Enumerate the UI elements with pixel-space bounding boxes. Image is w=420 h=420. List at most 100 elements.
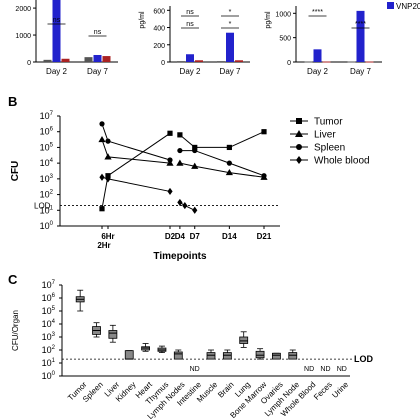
c-y-tick-label-base: 10 xyxy=(42,319,52,329)
c-nd-label: ND xyxy=(304,366,314,373)
a-category-label: Day 7 xyxy=(87,67,108,76)
b-data-point xyxy=(99,173,105,181)
b-x-axis-label: Timepoints xyxy=(153,251,207,262)
c-lod-label: LOD xyxy=(354,354,373,364)
b-data-point xyxy=(105,138,111,144)
a-bar xyxy=(177,61,185,63)
b-y-tick-label-exponent: 5 xyxy=(50,142,54,148)
a-category-label: Day 7 xyxy=(220,67,241,76)
c-y-tick-label: 105 xyxy=(42,306,56,316)
c-box xyxy=(124,350,134,360)
a-y-tick-label: 1000 xyxy=(15,33,31,40)
c-nd-label: ND xyxy=(337,366,347,373)
b-data-point xyxy=(182,201,188,210)
b-legend-label: Whole blood xyxy=(314,156,370,167)
c-y-tick-label: 103 xyxy=(42,332,56,342)
b-x-tick-label: D7 xyxy=(190,232,201,241)
c-box xyxy=(173,351,183,360)
b-series-line xyxy=(179,150,265,177)
b-y-tick-label-exponent: 2 xyxy=(50,190,54,196)
b-y-tick-label: 103 xyxy=(40,174,54,184)
b-data-point xyxy=(226,160,232,166)
a-annotation: ns xyxy=(186,21,194,28)
a-bar xyxy=(347,61,356,63)
a-y-axis-label: pg/ml xyxy=(265,11,272,29)
a-bar xyxy=(43,59,52,62)
b-data-point xyxy=(261,173,267,179)
c-y-tick-label-base: 10 xyxy=(42,293,52,303)
a-y-tick-label: 0 xyxy=(287,60,291,67)
a-y-tick-label: 500 xyxy=(279,36,291,43)
c-y-tick-label-exponent: 7 xyxy=(52,280,56,286)
a-y-tick-label: 0 xyxy=(161,60,165,67)
b-y-tick-label: 106 xyxy=(40,127,54,137)
a-bar xyxy=(102,56,111,62)
b-y-tick-label: 102 xyxy=(40,190,54,200)
c-y-tick-label-exponent: 0 xyxy=(52,371,56,377)
a-bar xyxy=(356,10,365,63)
b-y-tick-label-exponent: 3 xyxy=(50,174,54,180)
b-y-tick-label-base: 10 xyxy=(40,158,50,168)
b-data-point xyxy=(99,206,105,212)
b-legend-marker xyxy=(296,144,302,150)
b-y-tick-label-base: 10 xyxy=(40,111,50,121)
b-y-tick-label-exponent: 6 xyxy=(50,127,54,133)
a-annotation: ns xyxy=(94,29,102,36)
a-bar xyxy=(93,54,102,62)
c-box xyxy=(272,352,281,360)
c-y-tick-label-exponent: 2 xyxy=(52,345,56,351)
a-bar xyxy=(235,60,243,62)
a-category-label: Day 2 xyxy=(180,67,201,76)
c-y-tick-label-exponent: 3 xyxy=(52,332,56,338)
b-x-tick-label: 6Hr xyxy=(101,232,114,241)
a-annotation: **** xyxy=(312,9,323,16)
c-y-axis-label: CFU/Organ xyxy=(11,310,20,351)
b-series-line xyxy=(179,162,265,178)
c-box xyxy=(288,352,298,360)
a-bar xyxy=(52,0,61,62)
b-x-tick-label: D21 xyxy=(257,232,272,241)
b-y-tick-label-base: 10 xyxy=(40,190,50,200)
b-x-tick-label: D2 xyxy=(165,232,176,241)
c-y-tick-label-base: 10 xyxy=(42,358,52,368)
b-y-tick-label-exponent: 1 xyxy=(50,205,54,211)
b-y-tick-label-exponent: 7 xyxy=(50,111,54,117)
panel-a-middle-chart: 0 200 400 600 pg/ml Day 2 Day 7 ns ns * * xyxy=(139,6,250,76)
panel-b-label: B xyxy=(8,94,17,109)
c-box xyxy=(108,330,118,339)
b-data-point xyxy=(167,157,173,163)
c-box xyxy=(255,350,265,359)
a-annotation: **** xyxy=(355,21,366,28)
a-y-tick-label: 0 xyxy=(27,60,31,67)
c-y-tick-label: 100 xyxy=(42,371,56,381)
a-y-tick-label: 1000 xyxy=(275,11,291,18)
b-y-tick-label: 100 xyxy=(40,221,54,231)
a-category-label: Day 2 xyxy=(46,67,67,76)
b-data-point xyxy=(192,144,198,151)
b-x-tick-label: 2Hr xyxy=(97,241,110,250)
a-category-label: Day 7 xyxy=(350,67,371,76)
a-bar xyxy=(217,61,225,63)
b-data-point xyxy=(166,159,174,166)
b-data-point xyxy=(177,147,183,154)
b-legend-marker xyxy=(295,130,303,137)
a-annotation: ns xyxy=(53,17,61,24)
c-y-tick-label: 101 xyxy=(42,358,56,368)
b-data-point xyxy=(191,162,199,169)
b-data-point xyxy=(98,135,106,143)
b-y-tick-label-base: 10 xyxy=(40,142,50,152)
b-data-point xyxy=(104,153,112,160)
b-legend-label: Liver xyxy=(314,130,336,141)
b-data-point xyxy=(167,187,173,196)
a-y-tick-label: 600 xyxy=(153,8,165,15)
c-y-tick-label-exponent: 6 xyxy=(52,293,56,299)
a-bar xyxy=(186,54,194,62)
b-data-point xyxy=(99,121,105,127)
b-y-axis-label: CFU xyxy=(10,161,21,182)
a-annotation: * xyxy=(229,21,232,28)
a-category-label: Day 2 xyxy=(307,67,328,76)
b-y-tick-label-base: 10 xyxy=(40,205,50,215)
c-y-tick-label: 102 xyxy=(42,345,56,355)
a-bar xyxy=(322,61,331,63)
